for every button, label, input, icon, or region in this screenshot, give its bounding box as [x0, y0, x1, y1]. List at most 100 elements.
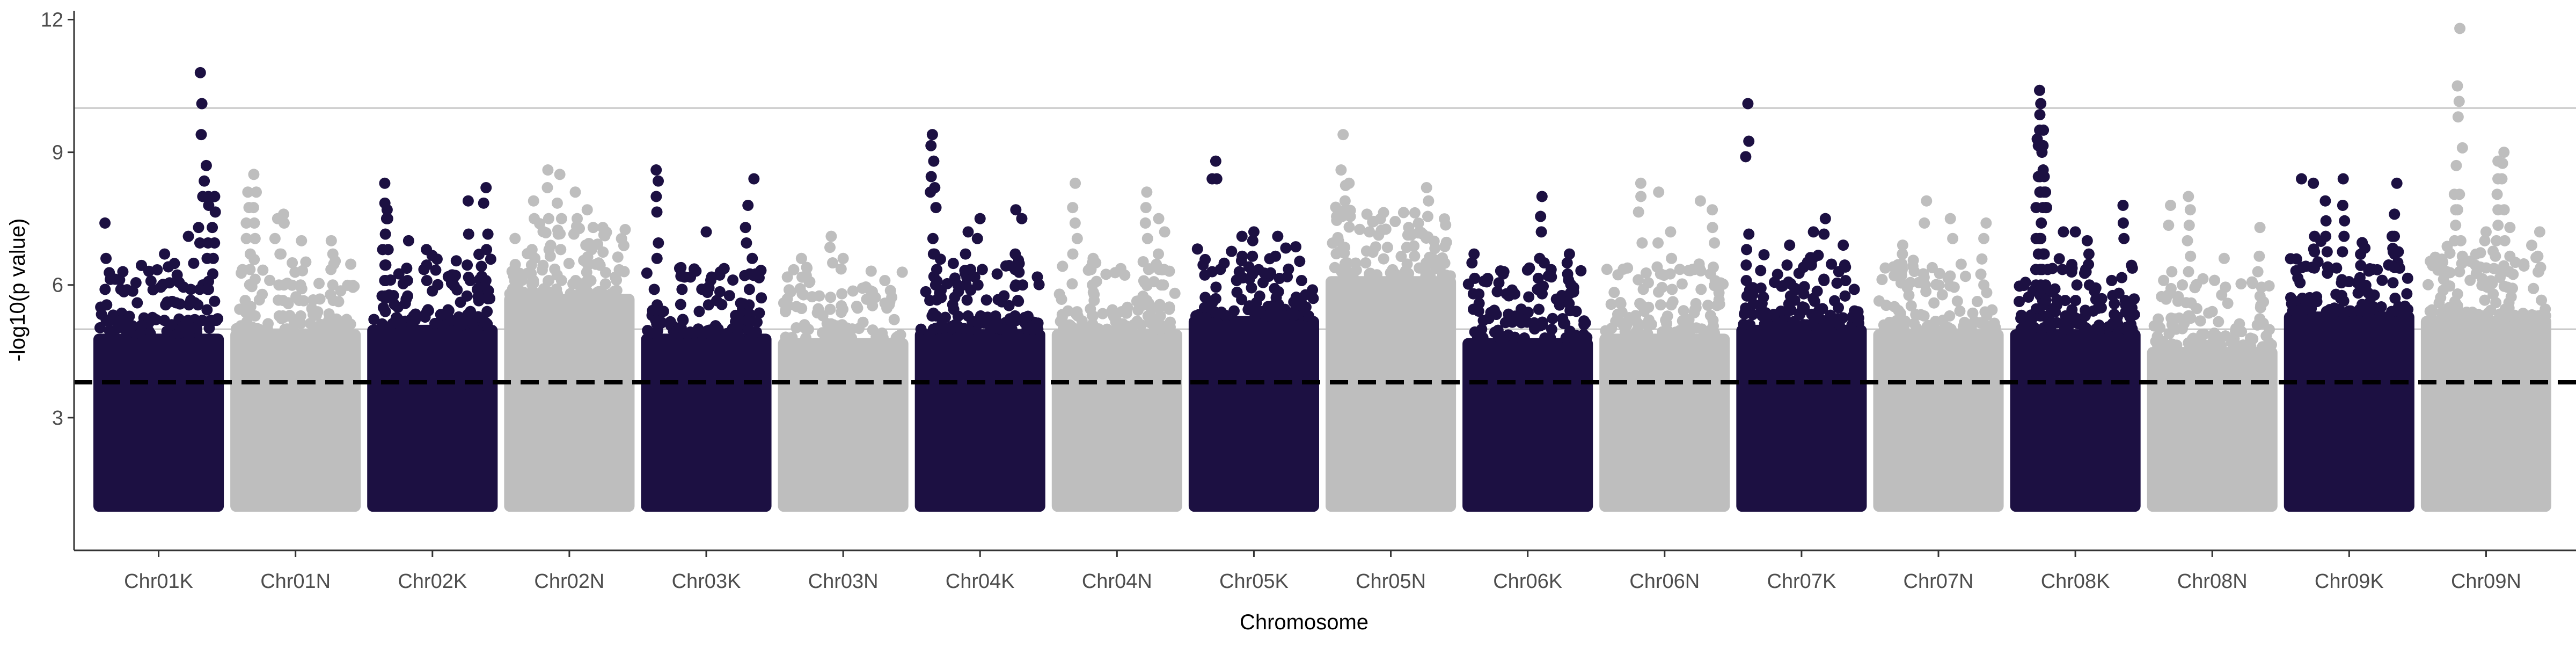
peak-point [1248, 226, 1260, 238]
data-point [130, 277, 142, 289]
data-point [2036, 217, 2047, 229]
data-point [1243, 273, 1255, 285]
data-point [402, 290, 414, 302]
data-point [345, 318, 356, 330]
data-point [1678, 305, 1689, 317]
peak-point [2454, 23, 2466, 34]
data-point [1380, 223, 1392, 235]
data-point [2389, 292, 2401, 304]
data-point [2422, 279, 2434, 290]
data-point [1535, 226, 1547, 238]
peak-point [209, 191, 221, 202]
data-point [690, 265, 702, 277]
data-point [2163, 220, 2175, 231]
data-point [801, 262, 813, 274]
data-point [1743, 135, 1755, 147]
data-point [1009, 310, 1021, 322]
chromosome-group-chr07k [1736, 98, 1867, 512]
data-point [2475, 247, 2486, 259]
data-point [2071, 279, 2083, 291]
data-point [461, 290, 473, 302]
data-point [1009, 264, 1021, 275]
data-point [207, 268, 218, 280]
peak-point [2450, 159, 2462, 171]
y-tick-label: 12 [41, 9, 63, 31]
data-point [2119, 295, 2131, 307]
data-point [2359, 303, 2371, 315]
data-point [888, 314, 900, 325]
data-point [1395, 250, 1407, 262]
data-point [990, 310, 1001, 322]
data-point [244, 248, 256, 260]
data-point [543, 275, 555, 286]
data-point [2479, 294, 2491, 306]
data-point [1559, 318, 1571, 330]
x-tick-label-chr06n: Chr06N [1629, 570, 1700, 593]
data-point [2148, 320, 2160, 332]
data-point [1368, 270, 1380, 281]
peak-point [1296, 275, 1307, 286]
data-point [382, 244, 394, 256]
data-point [193, 222, 204, 234]
data-point [1121, 321, 1133, 332]
data-point [1389, 215, 1401, 227]
data-point [327, 248, 339, 260]
data-point [2446, 307, 2458, 319]
data-point [183, 299, 195, 311]
data-point [1945, 323, 1957, 335]
data-point [164, 277, 175, 289]
data-point [1930, 279, 1942, 290]
peak-point [1838, 239, 1849, 251]
data-point [315, 318, 327, 330]
data-point [2503, 297, 2515, 309]
data-point [714, 286, 726, 297]
data-point [1469, 326, 1481, 338]
data-point [115, 315, 127, 326]
data-point [1062, 305, 1074, 317]
data-point [2053, 253, 2065, 265]
data-point [1071, 232, 1083, 244]
data-point [785, 286, 797, 297]
data-point [952, 310, 964, 322]
data-point [2165, 312, 2177, 324]
data-point [249, 232, 261, 244]
data-point [1516, 303, 1527, 315]
data-point [780, 331, 792, 343]
data-point [2255, 302, 2266, 314]
data-point [594, 259, 606, 271]
peak-point [1742, 98, 1754, 110]
data-point [257, 288, 268, 300]
data-point [1197, 259, 1209, 271]
data-point [150, 314, 162, 325]
data-point [2294, 277, 2306, 289]
peak-point [277, 208, 289, 220]
peak-point [325, 235, 337, 246]
data-point [429, 317, 441, 329]
data-point [1420, 266, 1432, 278]
data-point [852, 302, 863, 314]
data-point [2331, 262, 2343, 274]
data-point [1265, 267, 1277, 279]
data-point [1485, 307, 1497, 318]
data-point [1518, 332, 1530, 344]
data-point [2076, 319, 2088, 331]
data-point [2387, 277, 2399, 289]
data-point [1290, 241, 1302, 253]
data-point [1664, 268, 1676, 280]
data-point [136, 259, 148, 271]
data-point [1533, 303, 1545, 315]
data-point [1805, 259, 1817, 271]
data-point [262, 318, 274, 330]
peak-point [1403, 222, 1415, 234]
data-point [931, 310, 942, 322]
data-point [1210, 307, 1221, 318]
data-point [555, 244, 567, 256]
data-point [264, 274, 276, 286]
data-point [1901, 282, 1913, 294]
data-point [1344, 210, 1356, 222]
data-point [846, 323, 858, 335]
peak-point [2117, 199, 2129, 211]
data-point [325, 264, 337, 275]
data-point [683, 328, 695, 339]
point-cluster-chr05k [1188, 316, 1319, 512]
